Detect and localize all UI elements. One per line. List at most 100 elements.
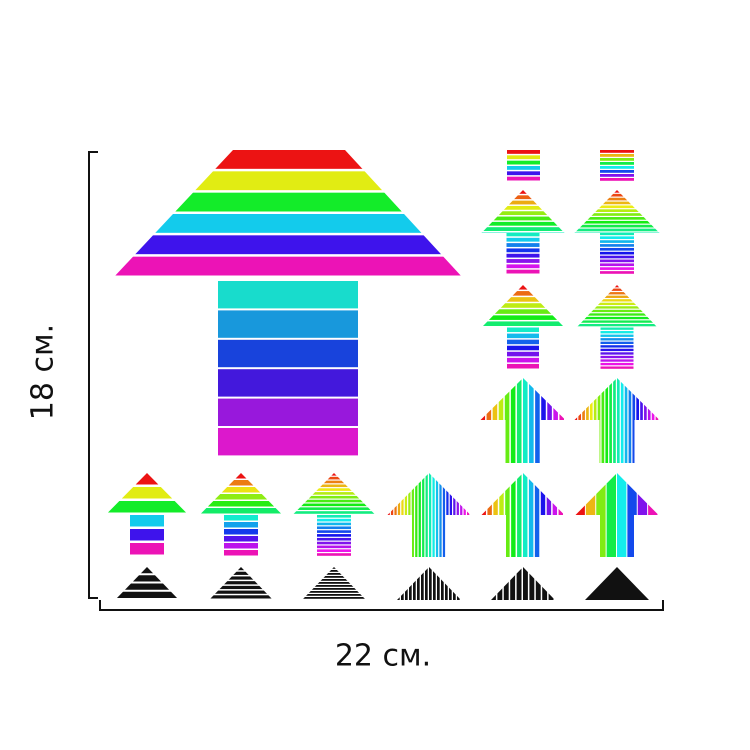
stripe <box>596 473 606 557</box>
stripe <box>548 567 554 600</box>
stripe <box>481 243 565 247</box>
stripe <box>577 309 657 313</box>
stripe <box>292 473 376 476</box>
stripe <box>553 378 558 463</box>
stripe <box>113 171 463 191</box>
stripe <box>574 228 660 232</box>
stripe <box>457 567 460 600</box>
stripe <box>302 588 366 590</box>
stripe <box>535 378 540 463</box>
stripe <box>483 321 563 326</box>
stripe <box>577 323 657 327</box>
arrow-stickers <box>105 150 660 600</box>
stripe <box>640 378 643 463</box>
stripe <box>574 232 660 236</box>
stripe <box>390 473 394 557</box>
stripe <box>209 571 273 575</box>
stripe <box>209 567 273 571</box>
arrow <box>387 473 470 557</box>
stripe <box>651 378 655 463</box>
stripe <box>292 503 376 507</box>
stripe <box>487 473 492 557</box>
stripe <box>575 473 585 557</box>
stripe <box>415 473 418 557</box>
stripe <box>577 338 657 341</box>
stripe <box>199 543 283 549</box>
stripe <box>467 473 470 557</box>
stripe <box>445 567 448 600</box>
stripe <box>523 378 528 463</box>
stripe <box>491 567 496 600</box>
stripe <box>503 567 509 600</box>
stripe <box>292 522 376 526</box>
stripe <box>492 378 498 463</box>
stripe <box>292 499 376 503</box>
stripe <box>481 205 565 210</box>
arrow <box>302 567 366 599</box>
stripe <box>483 309 563 314</box>
stripe <box>481 211 565 216</box>
stripe <box>199 487 283 493</box>
stripe <box>115 575 179 582</box>
stripe <box>507 155 540 160</box>
stripe <box>483 345 563 351</box>
stripe <box>505 473 510 557</box>
stripe <box>113 235 463 255</box>
stripe <box>425 567 428 600</box>
arrow <box>115 567 179 598</box>
stripe <box>481 216 565 221</box>
stripe <box>597 378 601 463</box>
arrow <box>574 190 660 274</box>
stripe <box>648 473 658 557</box>
stripe <box>483 357 563 363</box>
stripe <box>453 473 456 557</box>
stripe <box>105 543 189 555</box>
stripe <box>516 567 522 600</box>
stripe <box>460 473 463 557</box>
stripe <box>115 567 179 574</box>
stripe <box>577 334 657 337</box>
stripe <box>302 579 366 581</box>
stripe <box>577 288 657 291</box>
stripe <box>218 281 358 309</box>
stripe <box>387 473 390 557</box>
stripe <box>606 473 616 557</box>
stripe <box>413 567 416 600</box>
arrow <box>574 378 659 463</box>
stripe <box>209 595 273 599</box>
stripe <box>546 473 552 557</box>
arrow <box>575 473 658 557</box>
stripe <box>498 378 504 463</box>
stripe <box>516 378 522 463</box>
stripe <box>600 162 634 165</box>
stripe <box>574 263 660 267</box>
stripe <box>507 166 540 170</box>
stripe <box>481 227 565 231</box>
stripe <box>433 567 436 600</box>
stripe <box>483 291 563 296</box>
stripe <box>302 573 366 575</box>
stripe <box>529 567 535 600</box>
stripe <box>600 154 634 157</box>
stripe <box>528 473 534 557</box>
stripe <box>577 313 657 316</box>
stripe <box>481 237 565 242</box>
arrow <box>585 567 649 600</box>
stripe <box>600 166 634 169</box>
stripe <box>115 591 179 598</box>
stripe <box>292 549 376 552</box>
stripe <box>449 473 453 557</box>
stripe <box>483 297 563 302</box>
stripe <box>292 537 376 541</box>
stripe <box>624 378 628 463</box>
stripe <box>453 567 456 600</box>
stripe <box>397 567 400 600</box>
stripe <box>199 536 283 542</box>
stripe <box>481 221 565 226</box>
stripe <box>535 567 541 600</box>
stripe <box>404 473 408 557</box>
stripe <box>613 378 616 463</box>
stripe <box>627 473 637 557</box>
stripe <box>422 473 425 557</box>
